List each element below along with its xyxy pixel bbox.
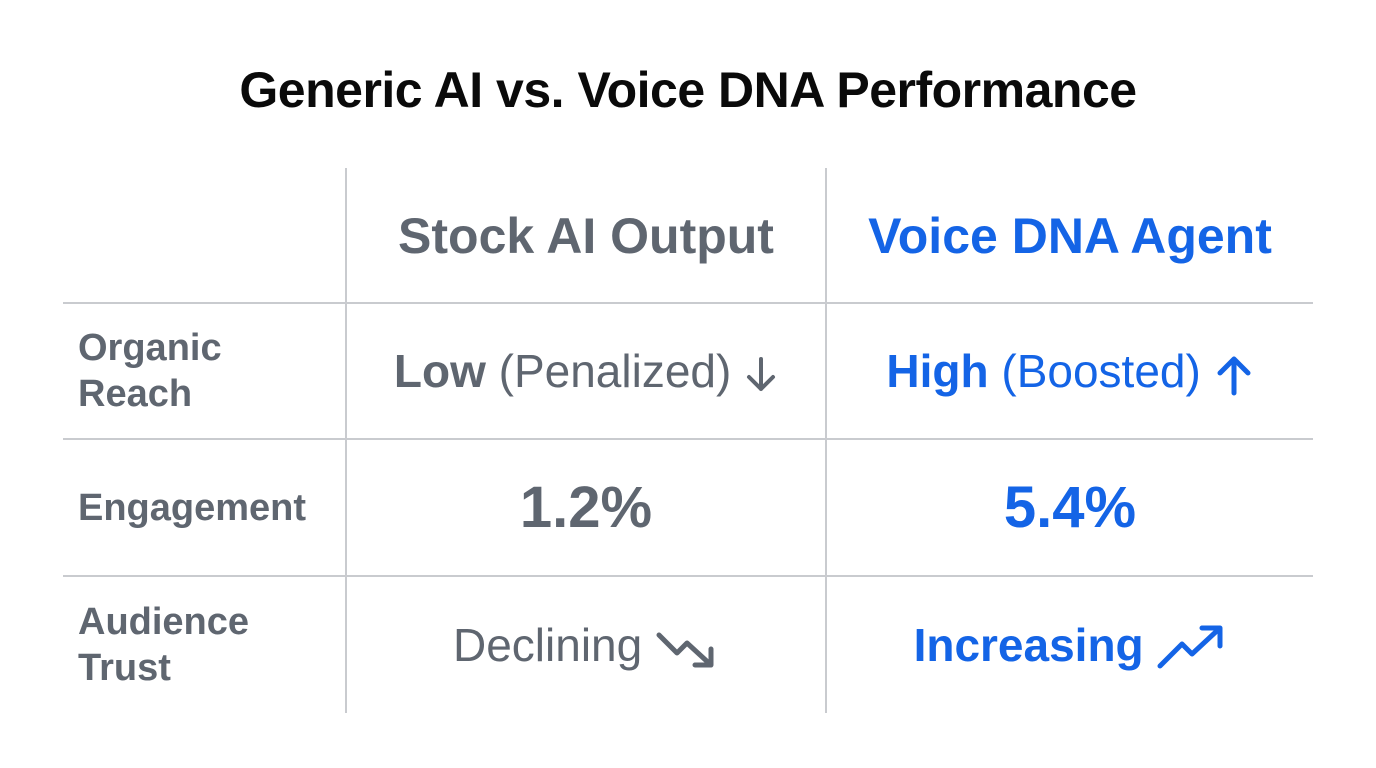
arrow-up-icon bbox=[1217, 356, 1251, 396]
row-divider-header bbox=[63, 302, 1313, 304]
cell-trust-stock: Declining bbox=[347, 577, 825, 713]
row-divider-reach bbox=[63, 438, 1313, 440]
trend-down-icon bbox=[656, 632, 714, 668]
column-header-stock: Stock AI Output bbox=[347, 170, 825, 302]
cell-engagement-stock: 1.2% bbox=[347, 440, 825, 575]
trend-up-icon bbox=[1157, 625, 1223, 669]
cell-trust-voice: Increasing bbox=[827, 577, 1313, 713]
column-divider-left bbox=[345, 168, 347, 713]
cell-reach-stock-light: (Penalized) bbox=[498, 345, 732, 397]
cell-engagement-stock-value: 1.2% bbox=[519, 475, 653, 540]
row-divider-engagement bbox=[63, 575, 1313, 577]
cell-trust-stock-value: Declining bbox=[453, 618, 719, 672]
row-label-engagement-text: Engagement bbox=[78, 486, 307, 529]
cell-reach-stock-value: Low (Penalized) bbox=[394, 344, 778, 398]
cell-reach-voice-value: High (Boosted) bbox=[886, 344, 1253, 398]
cell-engagement-voice-value: 5.4% bbox=[1003, 475, 1137, 540]
arrow-down-icon bbox=[747, 356, 776, 391]
cell-trust-stock-text: Declining bbox=[453, 619, 643, 671]
column-header-stock-label: Stock AI Output bbox=[398, 208, 774, 264]
cell-trust-voice-value: Increasing bbox=[914, 618, 1227, 673]
cell-engagement-voice: 5.4% bbox=[827, 440, 1313, 575]
row-label-reach-text: Organic Reach bbox=[78, 327, 222, 415]
row-label-engagement: Engagement bbox=[78, 440, 343, 575]
page-title: Generic AI vs. Voice DNA Performance bbox=[239, 62, 1137, 118]
cell-trust-voice-text: Increasing bbox=[913, 618, 1144, 671]
column-divider-right bbox=[825, 168, 827, 713]
row-label-trust: Audience Trust bbox=[78, 577, 343, 713]
row-label-trust-text: Audience Trust bbox=[78, 601, 250, 689]
cell-reach-voice-light: (Boosted) bbox=[1001, 345, 1201, 397]
cell-reach-voice-strong: High bbox=[886, 345, 989, 397]
column-header-voice-label: Voice DNA Agent bbox=[868, 208, 1272, 264]
cell-reach-stock-strong: Low bbox=[393, 345, 486, 397]
cell-reach-stock: Low (Penalized) bbox=[347, 304, 825, 438]
column-header-voice: Voice DNA Agent bbox=[827, 170, 1313, 302]
row-label-reach: Organic Reach bbox=[78, 304, 343, 438]
cell-reach-voice: High (Boosted) bbox=[827, 304, 1313, 438]
